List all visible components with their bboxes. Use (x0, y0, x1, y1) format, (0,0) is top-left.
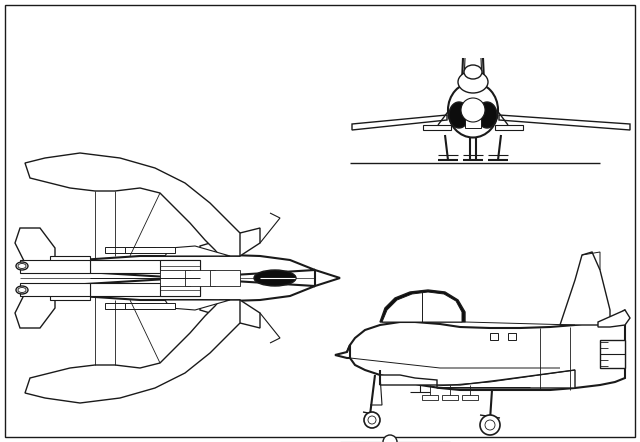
Circle shape (485, 420, 495, 430)
Circle shape (461, 98, 485, 122)
Ellipse shape (18, 263, 26, 268)
Polygon shape (90, 283, 200, 296)
Ellipse shape (464, 65, 482, 79)
Polygon shape (15, 293, 55, 328)
Polygon shape (20, 255, 315, 301)
Polygon shape (15, 228, 55, 263)
Polygon shape (200, 228, 260, 256)
Polygon shape (352, 115, 447, 130)
Polygon shape (25, 153, 240, 256)
Polygon shape (200, 300, 260, 328)
Polygon shape (185, 270, 215, 286)
Polygon shape (382, 292, 462, 322)
Polygon shape (380, 375, 437, 385)
Ellipse shape (18, 287, 26, 293)
Polygon shape (335, 345, 350, 358)
Polygon shape (347, 310, 625, 390)
Polygon shape (160, 270, 190, 286)
Polygon shape (125, 303, 175, 309)
Bar (508, 333, 516, 340)
Polygon shape (465, 102, 481, 128)
Polygon shape (600, 340, 625, 368)
Polygon shape (165, 300, 230, 310)
Polygon shape (25, 300, 240, 403)
Polygon shape (437, 370, 575, 388)
Ellipse shape (458, 71, 488, 93)
Polygon shape (315, 270, 340, 286)
Ellipse shape (477, 102, 497, 128)
Polygon shape (442, 395, 458, 400)
Polygon shape (50, 256, 90, 266)
Circle shape (368, 416, 376, 424)
Polygon shape (380, 290, 465, 322)
Polygon shape (90, 260, 200, 273)
Polygon shape (160, 284, 200, 296)
Circle shape (480, 415, 500, 435)
Polygon shape (499, 115, 630, 130)
Circle shape (383, 435, 397, 442)
Polygon shape (160, 260, 200, 272)
Polygon shape (125, 247, 175, 253)
Ellipse shape (449, 102, 469, 128)
Polygon shape (422, 395, 438, 400)
Polygon shape (105, 303, 155, 309)
Ellipse shape (16, 262, 28, 270)
Polygon shape (495, 125, 523, 130)
Polygon shape (210, 270, 240, 286)
Polygon shape (560, 252, 610, 325)
Ellipse shape (254, 270, 296, 286)
Polygon shape (105, 247, 155, 253)
Polygon shape (462, 395, 478, 400)
Polygon shape (423, 125, 451, 130)
Ellipse shape (16, 286, 28, 294)
Polygon shape (50, 290, 90, 300)
Polygon shape (20, 283, 90, 296)
Polygon shape (165, 246, 230, 256)
Bar (490, 333, 498, 340)
Polygon shape (20, 260, 90, 273)
Ellipse shape (448, 83, 498, 137)
Polygon shape (598, 310, 630, 327)
Circle shape (364, 412, 380, 428)
